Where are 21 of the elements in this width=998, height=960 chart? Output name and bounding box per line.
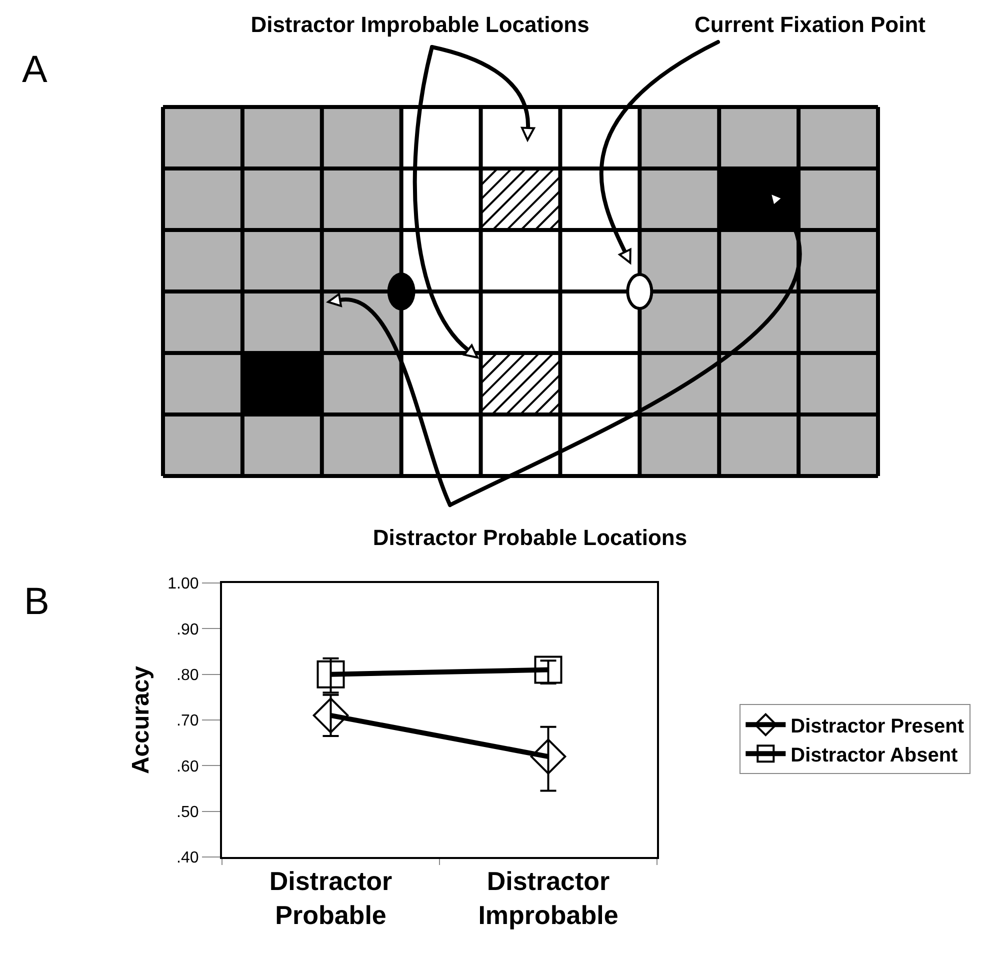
y-axis-title: Accuracy (127, 665, 154, 774)
legend-label: Distractor Present (790, 715, 964, 738)
point (312, 698, 349, 734)
point (316, 660, 345, 688)
y-tick-label: .50 (176, 804, 199, 821)
text: Distractor Improbable Locations (250, 12, 590, 37)
y-tick-label: 1.00 (168, 576, 199, 593)
y-tick-label: .70 (176, 712, 199, 730)
point (530, 738, 566, 774)
y-tick-label: .80 (176, 666, 199, 684)
text: Current Fixation Point (694, 12, 926, 37)
x-tick-label: Distractor Improbable (478, 866, 618, 930)
y-tick-label: .60 (176, 758, 199, 776)
y-tick-label: .90 (176, 621, 199, 638)
legend-label: Distractor Absent (790, 744, 958, 766)
x-tick-label: Distractor Probable (269, 866, 392, 930)
text: Distractor Probable Locations (372, 525, 688, 550)
text: A (22, 49, 48, 91)
text: B (24, 581, 50, 623)
point (534, 656, 562, 684)
y-tick-label: .40 (176, 850, 199, 867)
